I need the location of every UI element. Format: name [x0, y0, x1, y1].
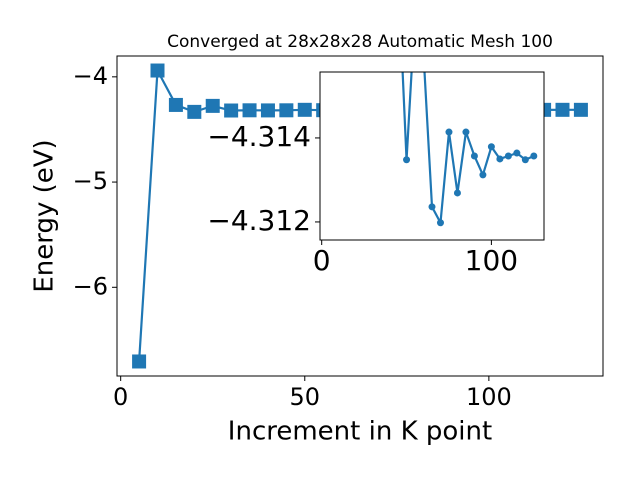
marker: [224, 103, 239, 118]
marker: [150, 63, 165, 78]
x-tick-label: 50: [289, 383, 320, 411]
axes-frame: [116, 55, 604, 377]
marker: [445, 128, 453, 136]
x-tick-label: 0: [113, 383, 128, 411]
marker: [279, 103, 294, 118]
marker: [297, 102, 312, 117]
y-tick-label: −4.312: [207, 204, 311, 237]
y-tick-label: −4: [73, 62, 108, 90]
y-tick-label: −4.314: [207, 120, 311, 153]
x-tick-label: 100: [465, 244, 518, 277]
marker: [470, 152, 478, 160]
marker: [479, 171, 487, 179]
marker: [168, 97, 183, 112]
marker: [403, 156, 411, 164]
marker: [205, 98, 220, 113]
marker: [521, 156, 529, 164]
y-tick-label: −6: [73, 272, 108, 300]
marker: [462, 128, 470, 136]
x-axis-label: Increment in K point: [228, 417, 492, 447]
x-tick-label: 100: [466, 383, 512, 411]
marker: [496, 155, 504, 163]
marker: [132, 354, 147, 369]
x-tick-label: 0: [313, 244, 331, 277]
plot-layer: [401, 72, 538, 227]
marker: [530, 152, 538, 160]
marker: [242, 103, 257, 118]
marker: [513, 149, 521, 157]
marker: [487, 143, 495, 151]
marker: [453, 189, 461, 197]
y-axis-label: Energy (eV): [30, 139, 60, 292]
marker: [504, 152, 512, 160]
marker: [428, 203, 436, 211]
marker: [555, 102, 570, 117]
marker: [260, 103, 275, 118]
marker: [436, 219, 444, 227]
y-tick-label: −5: [73, 167, 108, 195]
marker: [187, 104, 202, 119]
chart-title: Converged at 28x28x28 Automatic Mesh 100: [167, 32, 553, 52]
axes-frame: [319, 71, 545, 241]
marker: [573, 102, 588, 117]
